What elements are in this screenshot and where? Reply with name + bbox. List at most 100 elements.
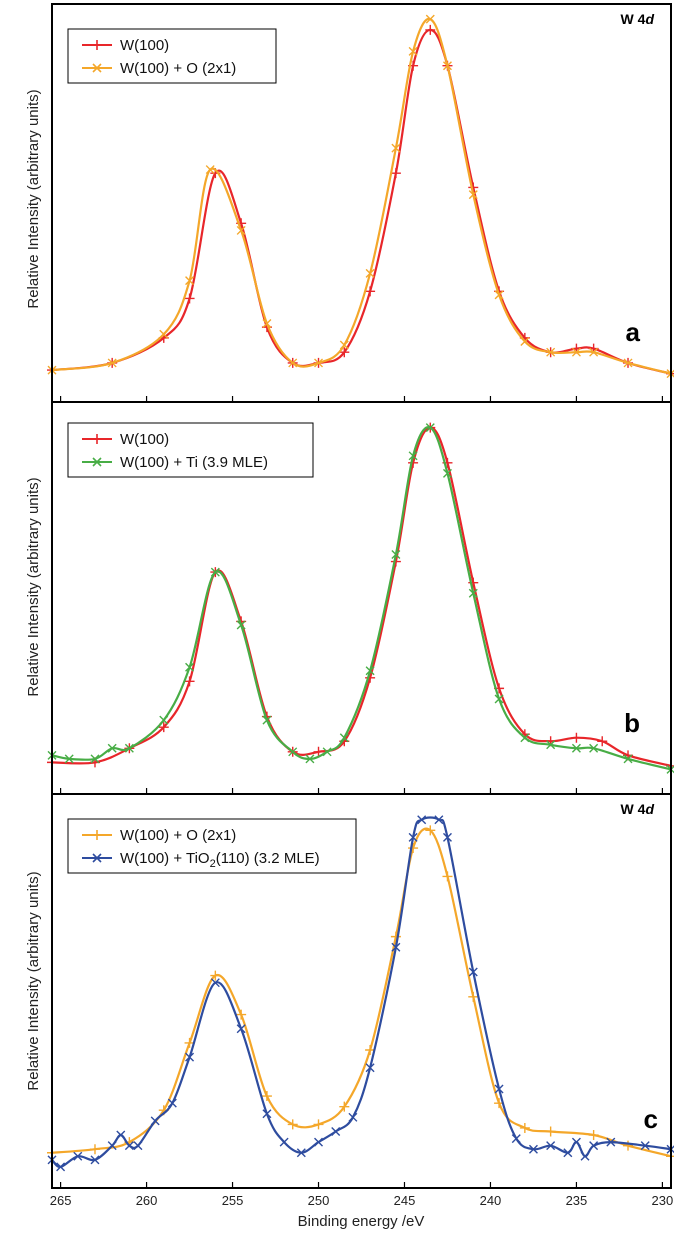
x-tick-label-7: 230 — [652, 1193, 674, 1208]
data-point-c-1-17 — [331, 1126, 341, 1136]
data-point-c-0-16 — [468, 991, 479, 1002]
data-point-c-1-27 — [511, 1134, 521, 1144]
x-tick-label-0: 265 — [50, 1193, 72, 1208]
data-point-c-1-7 — [133, 1141, 143, 1151]
legend-c-0-marker — [92, 830, 102, 840]
data-point-c-1-35 — [640, 1141, 650, 1151]
panel-a-letter: a — [626, 317, 641, 347]
data-point-a-0-10 — [365, 286, 376, 297]
legend-a-1-label: W(100) + O (2x1) — [120, 60, 236, 77]
data-point-a-1-6 — [262, 319, 272, 329]
data-point-c-1-16 — [314, 1137, 324, 1147]
data-point-a-1-4 — [205, 165, 215, 175]
data-point-c-1-13 — [262, 1109, 272, 1119]
legend-b-0-label: W(100) — [120, 431, 169, 448]
data-point-c-1-6 — [124, 1141, 134, 1151]
legend-b-1-label: W(100) + Ti (3.9 MLE) — [120, 454, 268, 471]
data-point-b-0-3 — [158, 722, 169, 733]
data-point-a-1-18 — [546, 347, 556, 357]
data-point-b-1-12 — [322, 747, 332, 757]
legend-a-0-label: W(100) — [120, 37, 169, 54]
data-point-b-1-9 — [262, 715, 272, 725]
x-tick-label-3: 250 — [308, 1193, 330, 1208]
data-point-c-1-25 — [468, 967, 478, 977]
x-tick-label-5: 240 — [480, 1193, 502, 1208]
data-point-b-1-7 — [210, 567, 220, 577]
data-point-b-1-16 — [408, 451, 418, 461]
data-point-c-1-9 — [167, 1098, 177, 1108]
data-point-b-1-8 — [236, 620, 246, 630]
data-point-a-1-17 — [520, 336, 530, 346]
panel-c-corner-label: W 4d — [621, 801, 655, 817]
data-point-b-1-23 — [571, 743, 581, 753]
data-point-c-1-1 — [56, 1162, 66, 1172]
data-point-b-1-13 — [339, 733, 349, 743]
panel-c-frame — [51, 793, 672, 1189]
ylabel-panel-b: Relative Intensity (arbitrary units) — [25, 477, 42, 696]
data-point-a-1-16 — [494, 290, 504, 300]
data-point-a-1-19 — [571, 347, 581, 357]
data-point-b-1-1 — [64, 754, 74, 764]
data-point-a-0-13 — [425, 24, 436, 35]
data-point-b-0-20 — [571, 732, 582, 743]
data-point-c-0-21 — [623, 1140, 634, 1151]
panel-b-legend-box — [67, 422, 314, 478]
panel-c-letter: c — [644, 1104, 658, 1134]
x-axis: 265 260 255 250 245 240 235 230 — [50, 396, 674, 1208]
data-point-b-1-17 — [425, 423, 435, 433]
data-point-a-1-5 — [236, 225, 246, 235]
data-point-c-0-13 — [408, 843, 419, 854]
panel-a: W(100) W(100) + O (2x1) W 4d a — [47, 3, 674, 403]
data-point-b-1-19 — [468, 588, 478, 598]
data-point-c-1-30 — [563, 1148, 573, 1158]
data-point-c-0-6 — [236, 1009, 247, 1020]
data-point-c-0-9 — [313, 1119, 324, 1130]
series-line-c-0 — [51, 827, 672, 1158]
legend-c-1-label: W(100) + TiO2(110) (3.2 MLE) — [120, 850, 320, 870]
data-point-c-0-15 — [442, 871, 453, 882]
data-point-c-0-1 — [89, 1144, 100, 1155]
data-point-c-1-3 — [90, 1155, 100, 1165]
data-point-c-1-24 — [442, 832, 452, 842]
panel-b-series — [47, 422, 674, 774]
data-point-a-1-20 — [589, 347, 599, 357]
data-point-c-1-23 — [434, 815, 444, 825]
data-point-b-1-20 — [494, 694, 504, 704]
data-point-c-0-20 — [588, 1130, 599, 1141]
data-point-b-1-4 — [124, 743, 134, 753]
data-point-c-1-15 — [296, 1148, 306, 1158]
data-point-a-1-21 — [623, 358, 633, 368]
data-point-b-1-3 — [107, 743, 117, 753]
data-point-c-1-29 — [546, 1141, 556, 1151]
data-point-a-1-2 — [159, 329, 169, 339]
panel-b-letter: b — [624, 708, 640, 738]
data-point-a-1-13 — [425, 14, 435, 24]
data-point-c-1-20 — [391, 942, 401, 952]
data-point-c-1-12 — [236, 1024, 246, 1034]
panel-c-legend-box — [67, 818, 357, 874]
data-point-a-1-1 — [107, 358, 117, 368]
data-point-b-1-22 — [546, 740, 556, 750]
data-point-c-1-11 — [210, 978, 220, 988]
x-tick-label-1: 260 — [136, 1193, 158, 1208]
legend-c-1-marker — [92, 853, 102, 863]
data-point-a-1-14 — [442, 61, 452, 71]
ylabel-panel-c: Relative Intensity (arbitrary units) — [25, 871, 42, 1090]
data-point-c-1-28 — [528, 1144, 538, 1154]
panel-c-legend: W(100) + O (2x1) W(100) + TiO2(110) (3.2… — [67, 818, 357, 874]
data-point-c-1-33 — [589, 1141, 599, 1151]
data-point-c-1-22 — [417, 815, 427, 825]
data-point-b-1-25 — [623, 754, 633, 764]
data-point-c-0-10 — [339, 1101, 350, 1112]
data-point-c-0-14 — [425, 825, 436, 836]
x-tick-label-2: 255 — [222, 1193, 244, 1208]
data-point-b-0-9 — [313, 746, 324, 757]
data-point-b-1-2 — [90, 754, 100, 764]
x-tick-label-4: 245 — [394, 1193, 416, 1208]
data-point-b-1-11 — [305, 754, 315, 764]
legend-a-0-marker — [92, 40, 102, 50]
panel-a-corner-label: W 4d — [621, 11, 655, 27]
data-point-c-1-19 — [365, 1063, 375, 1073]
data-point-b-1-14 — [365, 666, 375, 676]
